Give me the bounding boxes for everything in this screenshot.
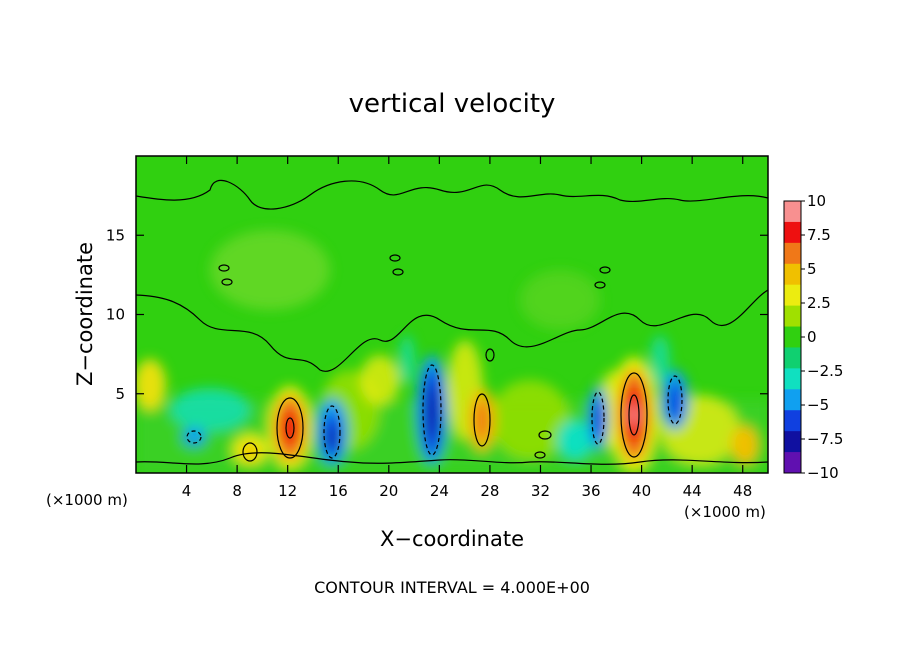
contour-line — [473, 393, 491, 447]
x-tick-label: 32 — [531, 482, 550, 500]
contour-line — [285, 417, 295, 439]
contour-line — [667, 375, 683, 425]
colorbar-swatch — [784, 368, 801, 390]
colorbar-swatch — [784, 221, 801, 244]
contour-line — [136, 289, 768, 372]
heatmap-blob — [360, 355, 400, 405]
heatmap-blob — [242, 444, 258, 460]
contour-line — [485, 348, 495, 362]
contour-line — [186, 430, 202, 444]
colorbar-swatch — [784, 410, 801, 432]
heatmap-blob — [630, 403, 638, 427]
heatmap-blob — [490, 380, 570, 460]
colorbar-swatch — [784, 326, 801, 348]
contour-line — [534, 451, 546, 459]
contour-line — [221, 278, 233, 286]
contour-lines — [136, 179, 768, 465]
contour-interval-note: CONTOUR INTERVAL = 4.000E+00 — [314, 578, 590, 597]
y-tick-label: 15 — [106, 226, 125, 244]
contour-line — [591, 391, 605, 445]
contour-line — [136, 452, 768, 465]
y-tick-label: 5 — [115, 385, 125, 403]
y-tick-label: 10 — [106, 306, 125, 324]
contour-line — [242, 442, 258, 462]
x-tick-label: 8 — [232, 482, 242, 500]
y-axis-title: Z−coordinate — [73, 242, 97, 386]
contour-line — [599, 266, 611, 274]
x-tick-label: 40 — [632, 482, 651, 500]
colorbar-tick-label: 7.5 — [807, 226, 831, 244]
contour-line — [218, 264, 230, 272]
chart-title: vertical velocity — [349, 89, 556, 119]
colorbar-tick-label: 0 — [807, 328, 817, 346]
x-unit-label-right: (×1000 m) — [684, 503, 766, 521]
colorbar-swatch — [784, 284, 801, 307]
x-tick-label: 44 — [683, 482, 702, 500]
heatmap-blob — [427, 384, 437, 440]
colorbar-tick-label: 5 — [807, 260, 817, 278]
heatmap-blob — [399, 335, 415, 385]
heatmap-blob — [281, 410, 299, 446]
colorbar-tick-label: −10 — [807, 464, 839, 482]
contour-line — [389, 254, 401, 262]
heatmap-blob — [328, 426, 336, 450]
heatmap-blob — [210, 230, 330, 310]
colorbar-swatch — [784, 389, 801, 411]
x-axis: 4 8 12 16 20 24 28 32 36 40 44 48 — [182, 156, 752, 500]
x-unit-label-left: (×1000 m) — [46, 491, 128, 509]
heatmap-blob — [668, 382, 682, 422]
contour-line — [628, 394, 640, 436]
colorbar-tick-label: 10 — [807, 192, 826, 210]
colorbar-swatch — [784, 201, 801, 223]
contour-line — [620, 372, 648, 458]
heatmap-blob — [592, 398, 604, 442]
colorbar: 10 7.5 5 2.5 0 −2.5 −5 −7.5 −10 — [783, 192, 843, 482]
contour-line — [323, 405, 341, 459]
contour-line — [538, 430, 552, 440]
colorbar-swatch — [784, 263, 801, 286]
x-tick-label: 24 — [430, 482, 449, 500]
heatmap-blob — [650, 335, 670, 385]
colorbar-tick-label: −2.5 — [807, 362, 843, 380]
colorbar-swatch — [784, 452, 801, 474]
colorbar-tick-label: −7.5 — [807, 430, 843, 448]
x-tick-label: 48 — [733, 482, 752, 500]
contour-line — [276, 397, 304, 459]
x-tick-label: 28 — [480, 482, 499, 500]
heatmap-blob — [136, 359, 166, 411]
x-axis-title: X−coordinate — [380, 527, 524, 551]
x-tick-label: 36 — [581, 482, 600, 500]
colorbar-swatch — [784, 431, 801, 453]
colorbar-tick-label: −5 — [807, 396, 829, 414]
colorbar-swatch — [784, 305, 801, 328]
contour-line — [392, 268, 404, 276]
heatmap-blob — [182, 427, 206, 447]
x-tick-label: 20 — [379, 482, 398, 500]
colorbar-swatch — [784, 347, 801, 369]
colorbar-tick-label: 2.5 — [807, 294, 831, 312]
y-axis: 5 10 15 — [106, 226, 768, 403]
heatmap-blob — [520, 270, 600, 330]
x-tick-label: 16 — [329, 482, 348, 500]
x-tick-label: 12 — [278, 482, 297, 500]
heatmap-blob — [475, 400, 489, 440]
plot-area — [136, 156, 768, 473]
contour-line — [422, 364, 442, 456]
heatmap-blob — [170, 388, 250, 432]
x-tick-label: 4 — [182, 482, 192, 500]
contour-line — [594, 281, 606, 289]
heatmap-blob — [731, 425, 759, 465]
colorbar-swatch — [784, 242, 801, 265]
contour-line — [136, 179, 768, 210]
heatmap-blob — [557, 420, 593, 460]
